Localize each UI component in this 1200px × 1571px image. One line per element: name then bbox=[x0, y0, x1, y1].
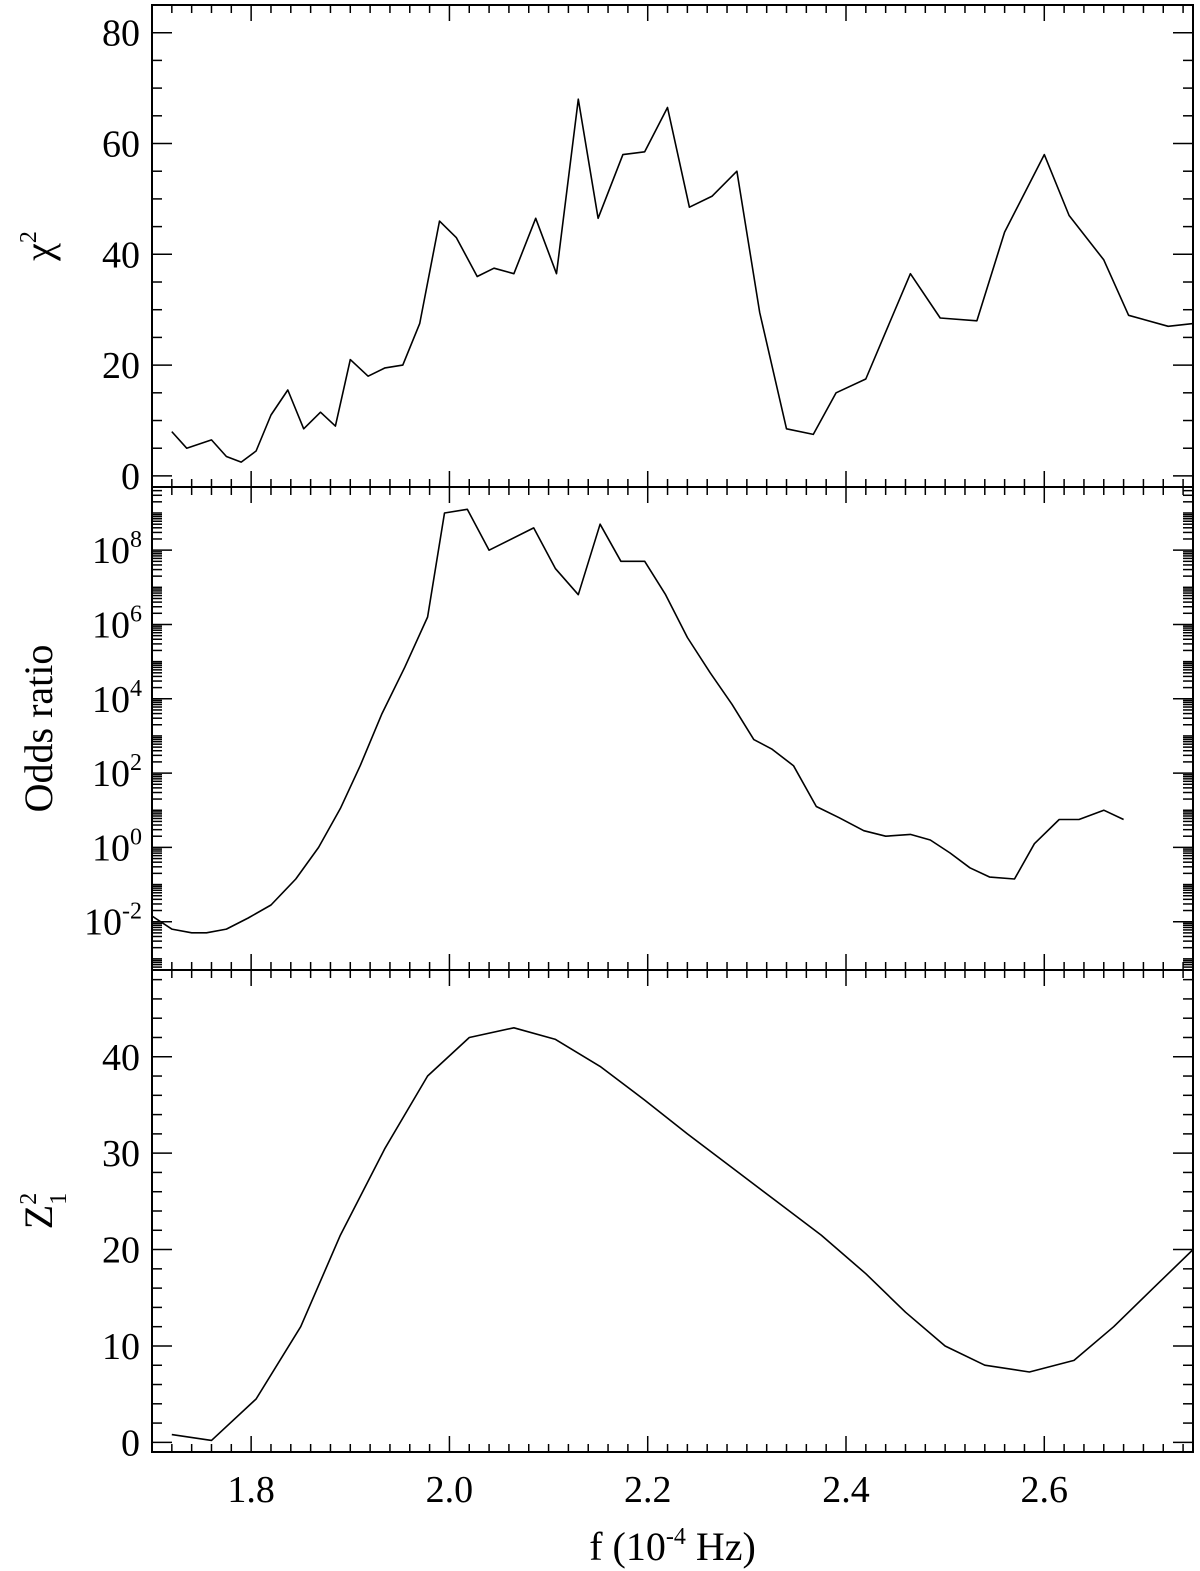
x-tick-label: 2.0 bbox=[426, 1469, 474, 1511]
y-axis-title-text: Odds ratio bbox=[16, 645, 61, 813]
y-axis-title-sup: 2 bbox=[16, 231, 42, 243]
y-tick-label: 60 bbox=[102, 124, 140, 166]
y-tick-label: 40 bbox=[102, 234, 140, 276]
y-axis-title-sub: 1 bbox=[46, 1193, 72, 1205]
x-tick-label: 1.8 bbox=[227, 1469, 275, 1511]
x-axis-title-prefix: f (10 bbox=[589, 1524, 666, 1569]
tick-exponent: 6 bbox=[130, 601, 142, 627]
tick-exponent: 4 bbox=[130, 676, 142, 702]
x-tick-label: 2.4 bbox=[822, 1469, 870, 1511]
y-axis-title-text: χ bbox=[16, 243, 61, 262]
y-axis-title-sup: 2 bbox=[16, 1193, 42, 1205]
tick-exponent: 2 bbox=[130, 750, 142, 776]
y-tick-label: 106 bbox=[92, 601, 142, 646]
x-axis-title-sup: -4 bbox=[666, 1524, 686, 1550]
y-tick-label: 100 bbox=[92, 824, 142, 869]
tick-base: 10 bbox=[92, 604, 130, 646]
y-tick-label: 108 bbox=[92, 527, 142, 572]
x-tick-label: 2.6 bbox=[1021, 1469, 1069, 1511]
y-tick-label: 10-2 bbox=[84, 899, 142, 944]
tick-base: 10 bbox=[92, 827, 130, 869]
y-axis-title: Z2 1 bbox=[16, 1193, 72, 1229]
plot-frame bbox=[151, 969, 1194, 1453]
plot-frame bbox=[151, 486, 1194, 971]
x-axis-title: f (10-4 Hz) bbox=[589, 1524, 756, 1569]
series-line bbox=[171, 1027, 1193, 1442]
x-tick-label: 2.2 bbox=[624, 1469, 672, 1511]
series-line bbox=[152, 508, 1124, 934]
y-tick-label: 0 bbox=[121, 1422, 140, 1464]
y-tick-label: 20 bbox=[102, 345, 140, 387]
tick-exponent: 0 bbox=[130, 824, 142, 850]
y-axis-title: Odds ratio bbox=[16, 645, 61, 813]
y-axis-title: χ2 bbox=[16, 231, 61, 262]
z-squared-panel: 0 10 20 30 40 1.8 2.0 2.2 2.4 2.6 Z2 1 f (10-4 Hz) bbox=[16, 969, 1194, 1569]
tick-base: 10 bbox=[92, 753, 130, 795]
y-tick-label: 40 bbox=[102, 1037, 140, 1079]
y-axis-title-text: Z bbox=[16, 1205, 61, 1229]
x-axis-title-suffix: Hz) bbox=[686, 1524, 756, 1569]
tick-base: 10 bbox=[92, 679, 130, 721]
y-tick-label: 104 bbox=[92, 676, 142, 721]
plot-frame bbox=[151, 4, 1194, 488]
tick-base: 10 bbox=[84, 902, 122, 944]
y-tick-label: 0 bbox=[121, 456, 140, 498]
tick-exponent: -2 bbox=[122, 899, 142, 925]
tick-base: 10 bbox=[92, 530, 130, 572]
y-tick-label: 102 bbox=[92, 750, 142, 795]
series-line bbox=[171, 98, 1193, 463]
y-tick-label: 80 bbox=[102, 13, 140, 55]
y-tick-label: 20 bbox=[102, 1230, 140, 1272]
tick-exponent: 8 bbox=[130, 527, 142, 553]
chi-square-panel: 0 20 40 60 80 χ2 bbox=[16, 4, 1194, 498]
y-tick-label: 30 bbox=[102, 1133, 140, 1175]
y-tick-label: 10 bbox=[102, 1326, 140, 1368]
